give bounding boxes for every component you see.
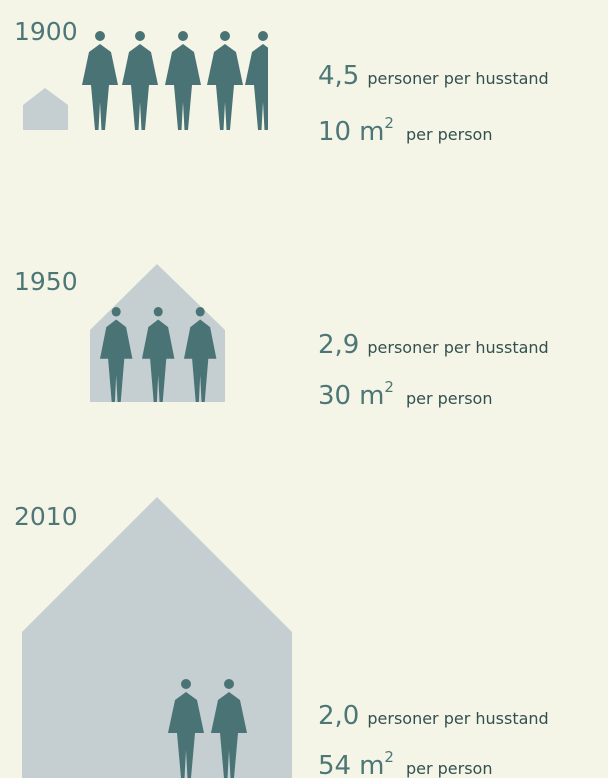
house [23,88,68,130]
persons: 2,0 [318,701,359,731]
area: 30 [318,381,351,411]
unit-sup: 2 [384,114,394,132]
unit: m [359,751,384,778]
area-label: per person [406,389,493,408]
year: 1900 [14,17,78,46]
persons: 2,9 [318,330,359,360]
area-label: per person [406,125,493,144]
area-label: per person [406,759,493,778]
area-line: 30 m2 per person [318,378,492,411]
persons-label: personer per husstand [367,338,548,357]
persons-label: personer per husstand [367,69,548,88]
area: 54 [318,751,351,778]
unit-sup: 2 [384,378,394,396]
year: 1950 [14,267,78,296]
infographic: 1900 4,5personer per husstand 10m2per pe… [0,0,608,778]
persons-line: 4,5 personer per husstand [318,61,549,91]
unit-sup: 2 [384,748,394,766]
year: 2010 [14,502,78,531]
area-line: 10 m2 per person [318,114,492,147]
people [82,31,281,130]
unit: m [359,381,384,411]
area-line: 54 m2 per person [318,748,492,778]
area: 10 [318,117,351,147]
persons-label: personer per husstand [367,709,548,728]
persons: 4,5 [318,61,359,91]
unit: m [359,117,384,147]
persons-line: 2,9 personer per husstand [318,330,549,360]
house [22,497,292,778]
persons-line: 2,0 personer per husstand [318,701,549,731]
